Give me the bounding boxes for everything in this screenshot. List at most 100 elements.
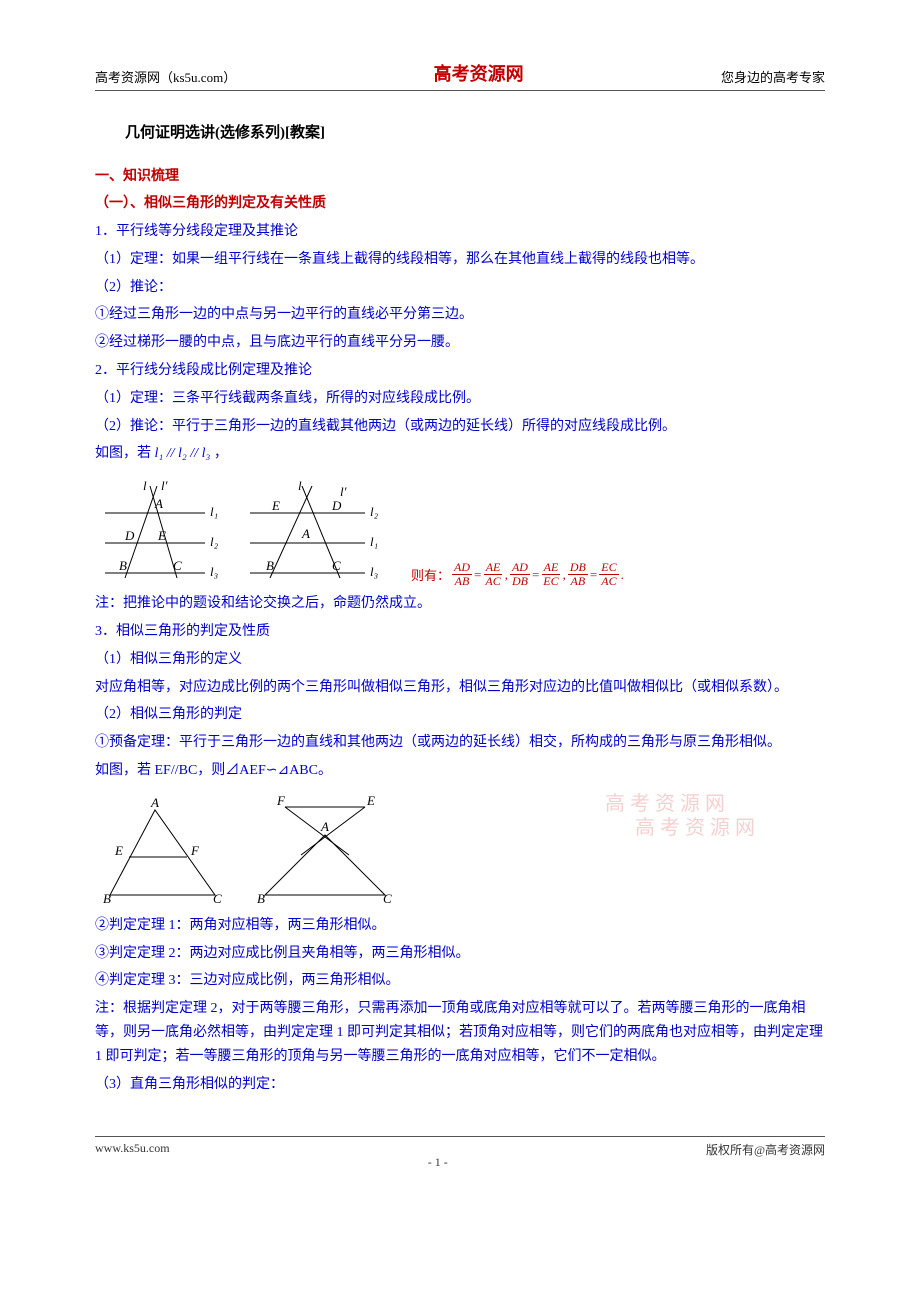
frac-4-den: EC xyxy=(541,575,560,588)
heading-1-1: （一）、相似三角形的判定及有关性质 xyxy=(95,192,825,216)
svg-text:l₂: l₂ xyxy=(210,534,219,549)
svg-text:E: E xyxy=(271,498,280,513)
para-7: （1）定理：三条平行线截两条直线，所得的对应线段成比例。 xyxy=(95,387,825,411)
frac-1-num: AD xyxy=(452,561,472,575)
para-s2-7: 如图，若 EF//BC，则⊿AEF∽⊿ABC。 xyxy=(95,759,825,783)
header-left: 高考资源网（ks5u.com） xyxy=(95,67,236,86)
frac-5-num: DB xyxy=(568,561,588,575)
header-right: 您身边的高考专家 xyxy=(721,67,825,86)
para-s3-4: 注：根据判定定理 2，对于两等腰三角形，只需再添加一顶角或底角对应相等就可以了。… xyxy=(95,997,825,1068)
comma-1: , xyxy=(505,567,508,583)
frac-1-den: AB xyxy=(453,575,472,588)
frac-6: ECAC xyxy=(599,561,618,588)
page-header: 高考资源网（ks5u.com） 高考资源网 您身边的高考专家 xyxy=(95,60,825,91)
watermark-2: 高 考 资 源 网 xyxy=(635,811,755,840)
diagram-transversal-1: l l′ A D E B C l₁ l₂ l₃ xyxy=(95,478,230,588)
footer-left: www.ks5u.com xyxy=(95,1141,170,1158)
para-9c: ， xyxy=(214,446,228,461)
para-s2-5: （2）相似三角形的判定 xyxy=(95,703,825,727)
para-9a: 如图，若 xyxy=(95,446,151,461)
comma-2: , xyxy=(563,567,566,583)
frac-3-num: AD xyxy=(510,561,530,575)
frac-6-num: EC xyxy=(599,561,618,575)
para-4: ①经过三角形一边的中点与另一边平行的直线必平分第三边。 xyxy=(95,303,825,327)
para-9: 如图，若 l₁ // l₂ // l₃ ， xyxy=(95,442,825,466)
svg-text:l₁: l₁ xyxy=(210,504,218,519)
svg-text:D: D xyxy=(124,528,135,543)
svg-text:E: E xyxy=(157,528,166,543)
para-s2-2: 3．相似三角形的判定及性质 xyxy=(95,620,825,644)
ratio-lead: 则有： xyxy=(411,565,450,584)
period: . xyxy=(621,567,624,583)
para-8: （2）推论：平行于三角形一边的直线截其他两边（或两边的延长线）所得的对应线段成比… xyxy=(95,415,825,439)
para-6: 2．平行线分线段成比例定理及推论 xyxy=(95,359,825,383)
svg-text:l₂: l₂ xyxy=(370,504,379,519)
svg-text:l₃: l₃ xyxy=(210,564,218,579)
svg-text:l: l xyxy=(143,478,147,493)
svg-text:B: B xyxy=(257,891,265,906)
svg-text:C: C xyxy=(332,558,341,573)
heading-1: 一、知识梳理 xyxy=(95,165,825,189)
diagram-triangle-1: A E F B C xyxy=(95,795,235,910)
doc-title: 几何证明选讲(选修系列)[教案] xyxy=(125,121,825,147)
footer-center: - 1 - xyxy=(428,1155,448,1172)
frac-3-den: DB xyxy=(510,575,530,588)
page: 高考资源网（ks5u.com） 高考资源网 您身边的高考专家 几何证明选讲(选修… xyxy=(0,0,920,1198)
para-s2-4: 对应角相等，对应边成比例的两个三角形叫做相似三角形，相似三角形对应边的比值叫做相… xyxy=(95,676,825,700)
svg-text:l₁: l₁ xyxy=(370,534,378,549)
frac-2-den: AC xyxy=(483,575,502,588)
para-3: （2）推论： xyxy=(95,276,825,300)
footer-right: 版权所有@高考资源网 xyxy=(706,1141,825,1158)
frac-5-den: AB xyxy=(569,575,588,588)
page-footer: www.ks5u.com - 1 - 版权所有@高考资源网 xyxy=(95,1136,825,1158)
para-9b: l₁ // l₂ // l₃ xyxy=(155,446,211,461)
ratio-block: 则有： ADAB = AEAC , ADDB = AEEC , DBAB = E… xyxy=(411,561,624,588)
svg-text:C: C xyxy=(173,558,182,573)
para-s3-2: ③判定定理 2：两边对应成比例且夹角相等，两三角形相似。 xyxy=(95,942,825,966)
svg-text:E: E xyxy=(114,843,123,858)
para-s2-6: ①预备定理：平行于三角形一边的直线和其他两边（或两边的延长线）相交，所构成的三角… xyxy=(95,731,825,755)
diagram-row-2: A E F B C F E A B C 高 考 资 源 网 高 考 资 源 网 xyxy=(95,795,825,910)
svg-text:l′: l′ xyxy=(161,478,168,493)
header-center: 高考资源网 xyxy=(434,60,524,86)
frac-1: ADAB xyxy=(452,561,472,588)
para-2: （1）定理：如果一组平行线在一条直线上截得的线段相等，那么在其他直线上截得的线段… xyxy=(95,248,825,272)
para-s3-5: （3）直角三角形相似的判定： xyxy=(95,1073,825,1097)
watermark-1: 高 考 资 源 网 xyxy=(605,787,725,816)
note-1: 注：把推论中的题设和结论交换之后，命题仍然成立。 xyxy=(95,592,825,616)
frac-2-num: AE xyxy=(484,561,503,575)
para-s2-3: （1）相似三角形的定义 xyxy=(95,648,825,672)
svg-text:E: E xyxy=(366,795,375,808)
frac-3: ADDB xyxy=(510,561,530,588)
para-1: 1．平行线等分线段定理及其推论 xyxy=(95,220,825,244)
svg-text:C: C xyxy=(213,891,222,906)
svg-text:A: A xyxy=(320,819,329,834)
svg-text:A: A xyxy=(154,496,163,511)
para-5: ②经过梯形一腰的中点，且与底边平行的直线平分另一腰。 xyxy=(95,331,825,355)
frac-4-num: AE xyxy=(542,561,561,575)
svg-text:B: B xyxy=(103,891,111,906)
svg-text:l: l xyxy=(298,478,302,493)
svg-text:D: D xyxy=(331,498,342,513)
frac-5: DBAB xyxy=(568,561,588,588)
svg-text:l₃: l₃ xyxy=(370,564,378,579)
eq-1: = xyxy=(474,567,481,583)
eq-2: = xyxy=(532,567,539,583)
frac-4: AEEC xyxy=(541,561,560,588)
svg-text:A: A xyxy=(150,795,159,810)
frac-6-den: AC xyxy=(599,575,618,588)
para-s3-1: ②判定定理 1：两角对应相等，两三角形相似。 xyxy=(95,914,825,938)
svg-text:F: F xyxy=(190,843,200,858)
svg-text:B: B xyxy=(266,558,274,573)
svg-text:A: A xyxy=(301,526,310,541)
diagram-row-1: l l′ A D E B C l₁ l₂ l₃ l l′ E D A B C l… xyxy=(95,478,825,588)
svg-text:l′: l′ xyxy=(340,484,347,499)
diagram-transversal-2: l l′ E D A B C l₂ l₁ l₃ xyxy=(240,478,395,588)
svg-text:B: B xyxy=(119,558,127,573)
diagram-triangle-2: F E A B C xyxy=(245,795,405,910)
svg-text:C: C xyxy=(383,891,392,906)
para-s3-3: ④判定定理 3：三边对应成比例，两三角形相似。 xyxy=(95,969,825,993)
frac-2: AEAC xyxy=(483,561,502,588)
svg-text:F: F xyxy=(276,795,286,808)
eq-3: = xyxy=(590,567,597,583)
